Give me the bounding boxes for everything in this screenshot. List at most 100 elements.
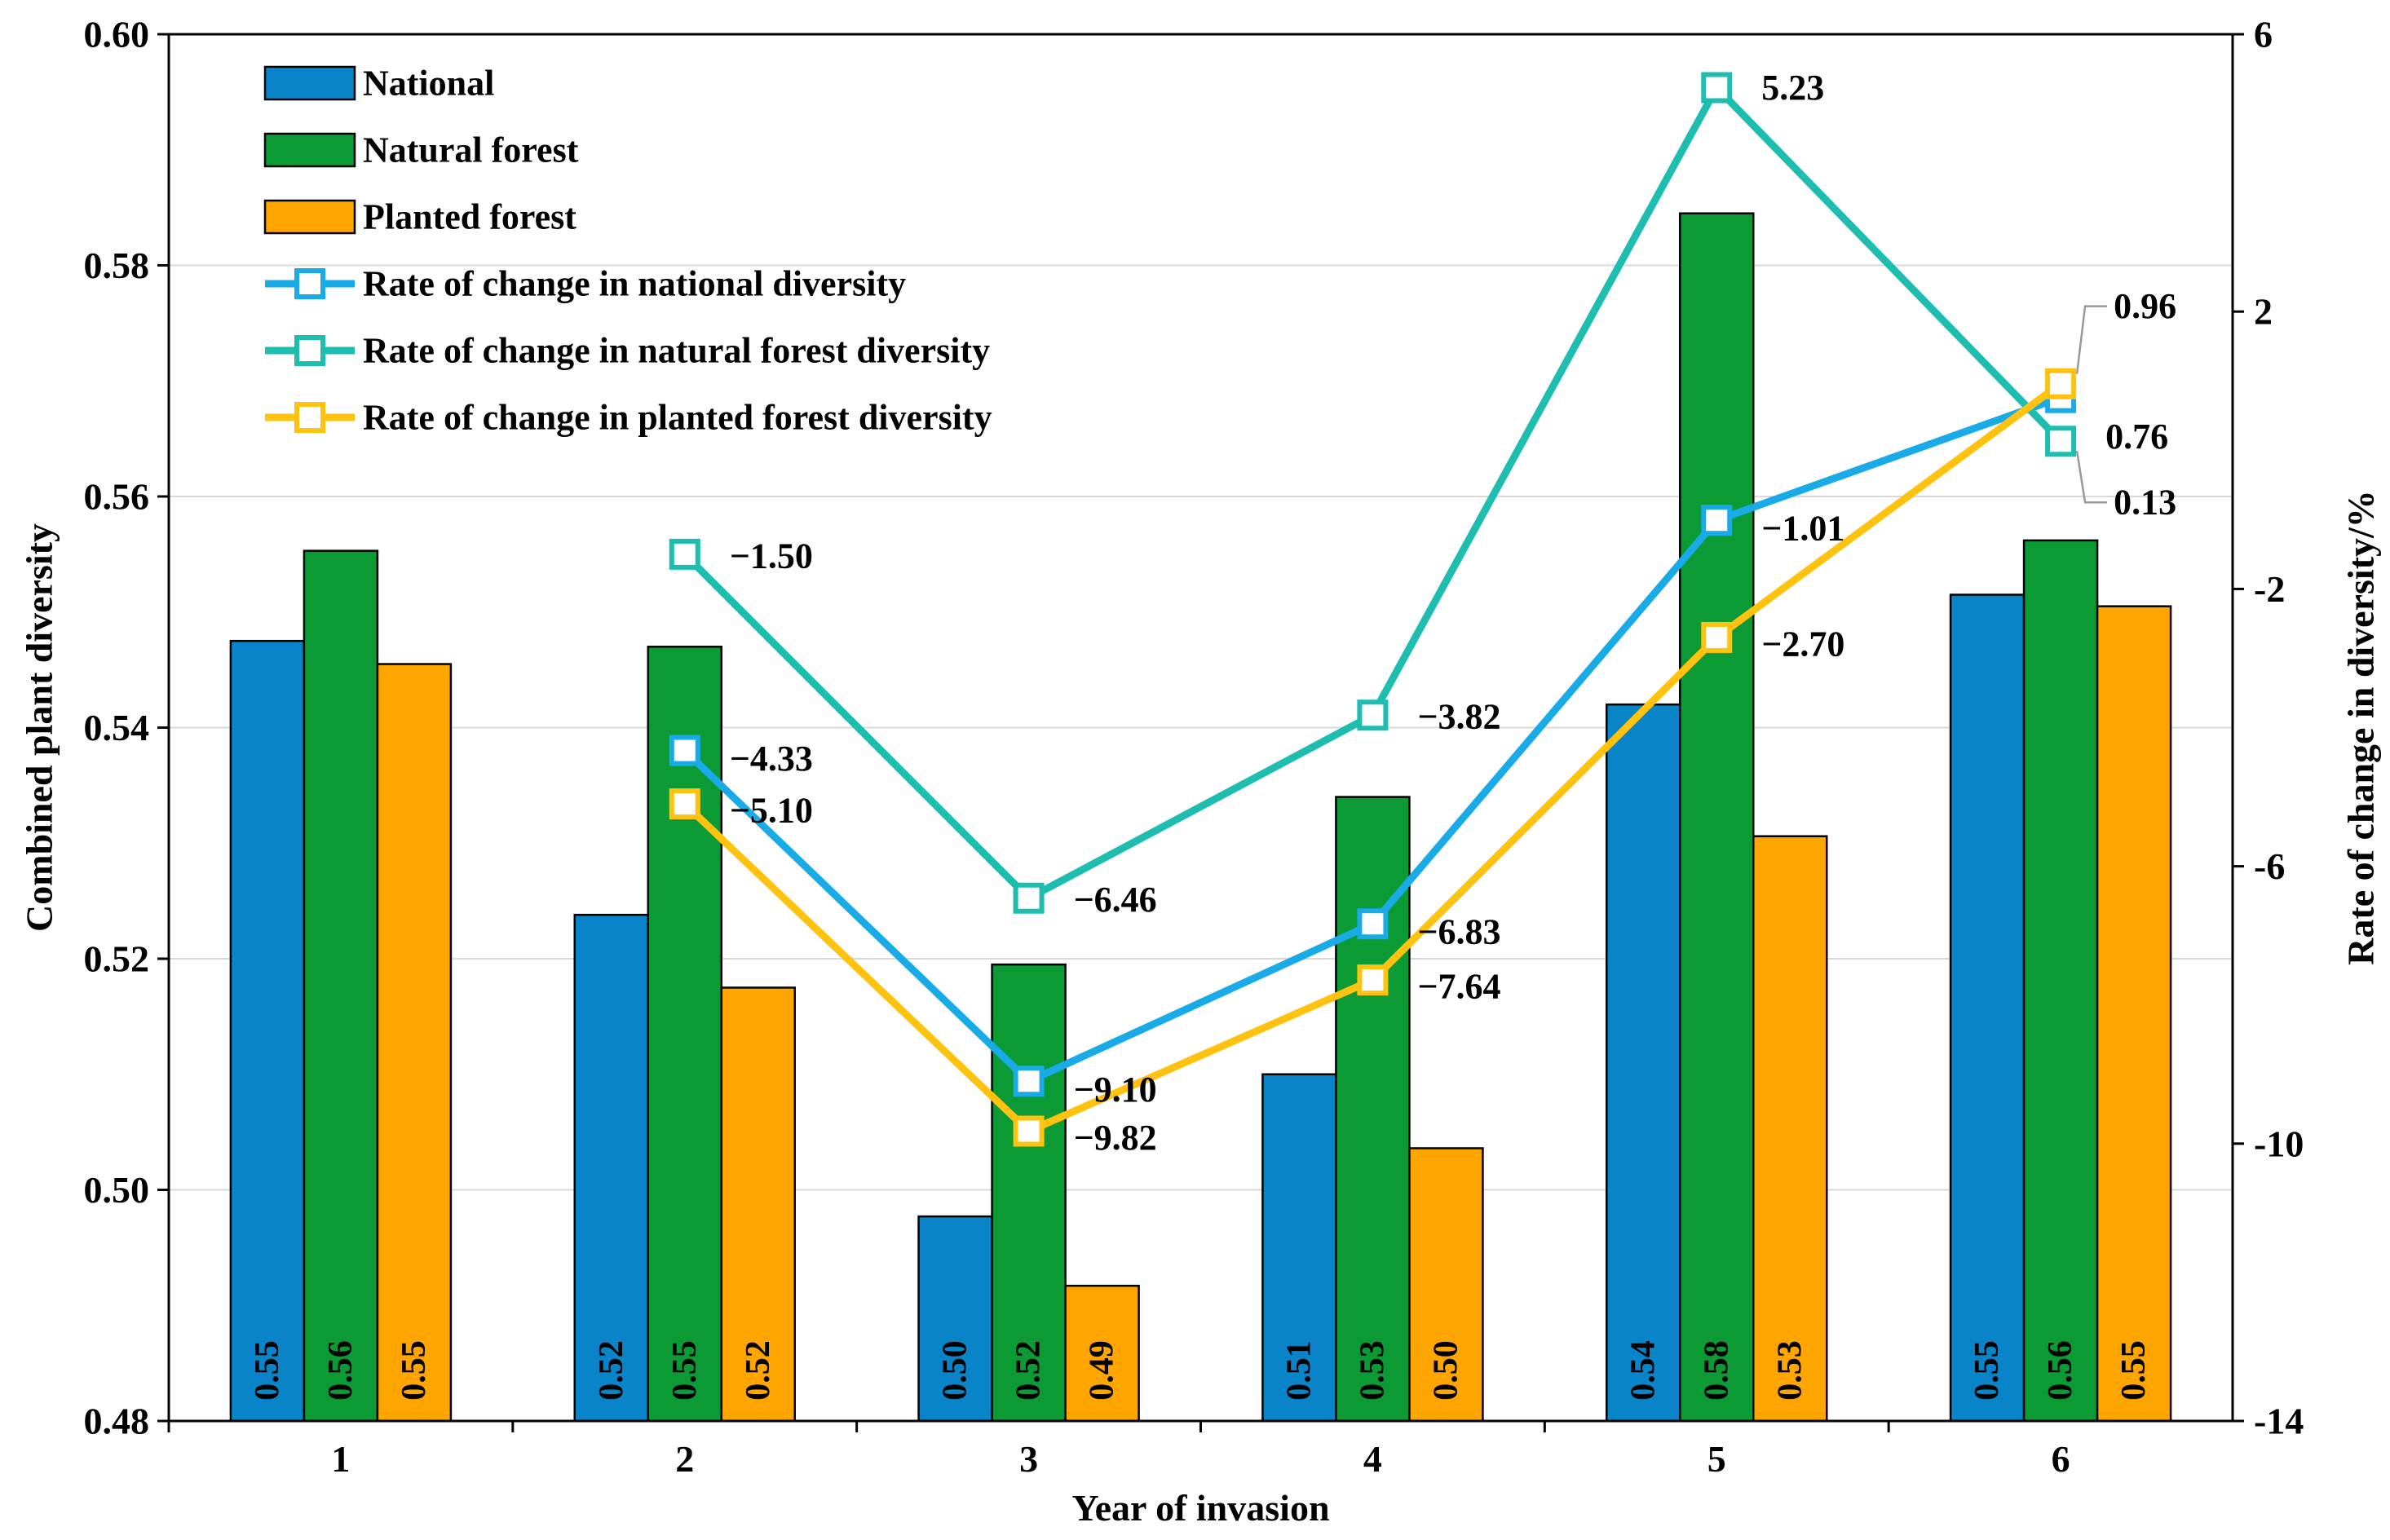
grid-layer bbox=[169, 264, 2233, 1191]
line-marker bbox=[1701, 72, 1733, 104]
bar-planted-forest bbox=[720, 986, 796, 1423]
y2-tick-label: -2 bbox=[2254, 568, 2285, 610]
label-layer: 0.55 0.52 0.50 0.51 0.54 0.55 0.56 0.55 0.52 0.53… bbox=[249, 68, 2176, 1401]
bar-value-label: 0.56 bbox=[2042, 1340, 2079, 1401]
x-tick-label: 2 bbox=[675, 1438, 694, 1480]
legend-marker bbox=[294, 335, 325, 366]
y-tick-label: 0.52 bbox=[84, 938, 150, 980]
y-tick-label: 0.50 bbox=[84, 1169, 150, 1211]
line-value-label: 5.23 bbox=[1761, 68, 1824, 108]
bar-national bbox=[1261, 1073, 1337, 1423]
line-marker bbox=[1357, 964, 1389, 996]
y2-tick-label: -14 bbox=[2254, 1401, 2304, 1442]
line-value-label: 0.13 bbox=[2114, 483, 2176, 523]
legend-swatch bbox=[263, 199, 356, 235]
bar-value-label: 0.53 bbox=[1771, 1340, 1809, 1401]
y2-tick-label: -10 bbox=[2254, 1123, 2304, 1164]
legend-swatch bbox=[263, 65, 356, 101]
line-layer bbox=[669, 72, 2108, 1147]
y2-tick-label: 6 bbox=[2254, 14, 2273, 55]
line-value-label: −9.82 bbox=[1074, 1118, 1157, 1158]
bar-value-label: 0.52 bbox=[593, 1340, 630, 1401]
bar-planted-forest bbox=[1408, 1147, 1484, 1423]
line-marker bbox=[1013, 1066, 1045, 1097]
y2-axis-title: Rate of change in diversity/% bbox=[2340, 490, 2382, 965]
bar-value-label: 0.50 bbox=[1427, 1340, 1464, 1401]
bar-natural-forest bbox=[991, 963, 1067, 1423]
bar-planted-forest bbox=[1064, 1284, 1140, 1423]
bar-value-label: 0.53 bbox=[1354, 1340, 1391, 1401]
legend-label: Natural forest bbox=[363, 130, 579, 170]
line-value-label: 0.96 bbox=[2114, 286, 2176, 326]
legend-label: Rate of change in natural forest diversi… bbox=[363, 331, 990, 371]
legend-label: Rate of change in planted forest diversi… bbox=[363, 398, 992, 438]
line-marker bbox=[669, 538, 700, 570]
y-tick-label: 0.60 bbox=[84, 14, 150, 55]
y-tick-label: 0.58 bbox=[84, 245, 150, 286]
bar-value-label: 0.55 bbox=[395, 1340, 433, 1401]
line-value-label: −6.46 bbox=[1074, 880, 1157, 920]
legend-marker bbox=[294, 402, 325, 433]
y2-tick-label: 2 bbox=[2254, 291, 2273, 333]
line-value-label: −3.82 bbox=[1417, 697, 1500, 737]
leader-line bbox=[2075, 305, 2108, 374]
leader-line bbox=[2075, 451, 2108, 504]
line-marker bbox=[2045, 426, 2077, 457]
bar-natural-forest bbox=[2022, 539, 2099, 1423]
y-tick-label: 0.56 bbox=[84, 476, 150, 518]
line-value-label: 0.76 bbox=[2105, 417, 2168, 457]
bar-value-label: 0.55 bbox=[249, 1340, 286, 1401]
line-marker bbox=[1357, 908, 1389, 940]
x-tick-label: 6 bbox=[2052, 1438, 2070, 1480]
line-marker bbox=[669, 788, 700, 820]
axis-layer: 0.48 0.50 0.52 0.54 0.56 0.58 0.60 -14 -10 -6 -2 2 6… bbox=[19, 14, 2382, 1529]
line-marker bbox=[1013, 1115, 1045, 1147]
bar-planted-forest bbox=[2096, 605, 2172, 1423]
y-tick-label: 0.48 bbox=[84, 1401, 150, 1442]
bar-value-label: 0.52 bbox=[1010, 1340, 1048, 1401]
line-1 bbox=[682, 83, 2064, 902]
y-axis-title: Combined plant diversity bbox=[19, 523, 60, 932]
x-tick-label: 4 bbox=[1363, 1438, 1382, 1480]
bar-value-label: 0.51 bbox=[1280, 1340, 1318, 1401]
line-marker bbox=[1013, 882, 1045, 914]
x-tick-label: 1 bbox=[331, 1438, 350, 1480]
legend-label: Rate of change in national diversity bbox=[363, 264, 906, 304]
bar-value-label: 0.55 bbox=[666, 1340, 704, 1401]
legend-swatch bbox=[263, 132, 356, 168]
line-value-label: −9.10 bbox=[1074, 1070, 1157, 1110]
bar-value-label: 0.52 bbox=[740, 1340, 777, 1401]
line-value-label: −2.70 bbox=[1761, 624, 1844, 664]
bar-layer bbox=[229, 212, 2172, 1423]
line-marker bbox=[1701, 621, 1733, 653]
y2-tick-label: -6 bbox=[2254, 845, 2285, 887]
bar-natural-forest bbox=[1679, 212, 1755, 1423]
line-marker bbox=[2045, 368, 2077, 399]
bar-national bbox=[1606, 703, 1681, 1423]
line-value-label: −1.01 bbox=[1761, 509, 1844, 549]
bar-natural-forest bbox=[303, 549, 379, 1423]
bar-value-label: 0.58 bbox=[1698, 1340, 1735, 1401]
bar-national bbox=[573, 913, 649, 1423]
bar-natural-forest bbox=[1335, 796, 1411, 1423]
line-value-label: −1.50 bbox=[730, 536, 813, 576]
bar-planted-forest bbox=[1752, 835, 1828, 1423]
bar-planted-forest bbox=[376, 663, 453, 1423]
x-tick-label: 3 bbox=[1019, 1438, 1038, 1480]
line-value-label: −7.64 bbox=[1417, 967, 1500, 1007]
line-value-label: −6.83 bbox=[1417, 912, 1500, 952]
bar-value-label: 0.55 bbox=[1968, 1340, 2006, 1401]
y-tick-label: 0.54 bbox=[84, 707, 150, 748]
bar-value-label: 0.49 bbox=[1084, 1340, 1121, 1401]
bar-value-label: 0.54 bbox=[1624, 1340, 1662, 1401]
x-axis-title: Year of invasion bbox=[1071, 1487, 1329, 1529]
legend-layer: National Natural forest Planted forest Rate… bbox=[263, 64, 992, 438]
bar-national bbox=[229, 639, 306, 1423]
line-marker bbox=[669, 735, 700, 766]
legend-label: Planted forest bbox=[363, 197, 577, 237]
line-value-label: −5.10 bbox=[730, 791, 813, 831]
bar-value-label: 0.50 bbox=[937, 1340, 974, 1401]
bar-value-label: 0.55 bbox=[2115, 1340, 2153, 1401]
